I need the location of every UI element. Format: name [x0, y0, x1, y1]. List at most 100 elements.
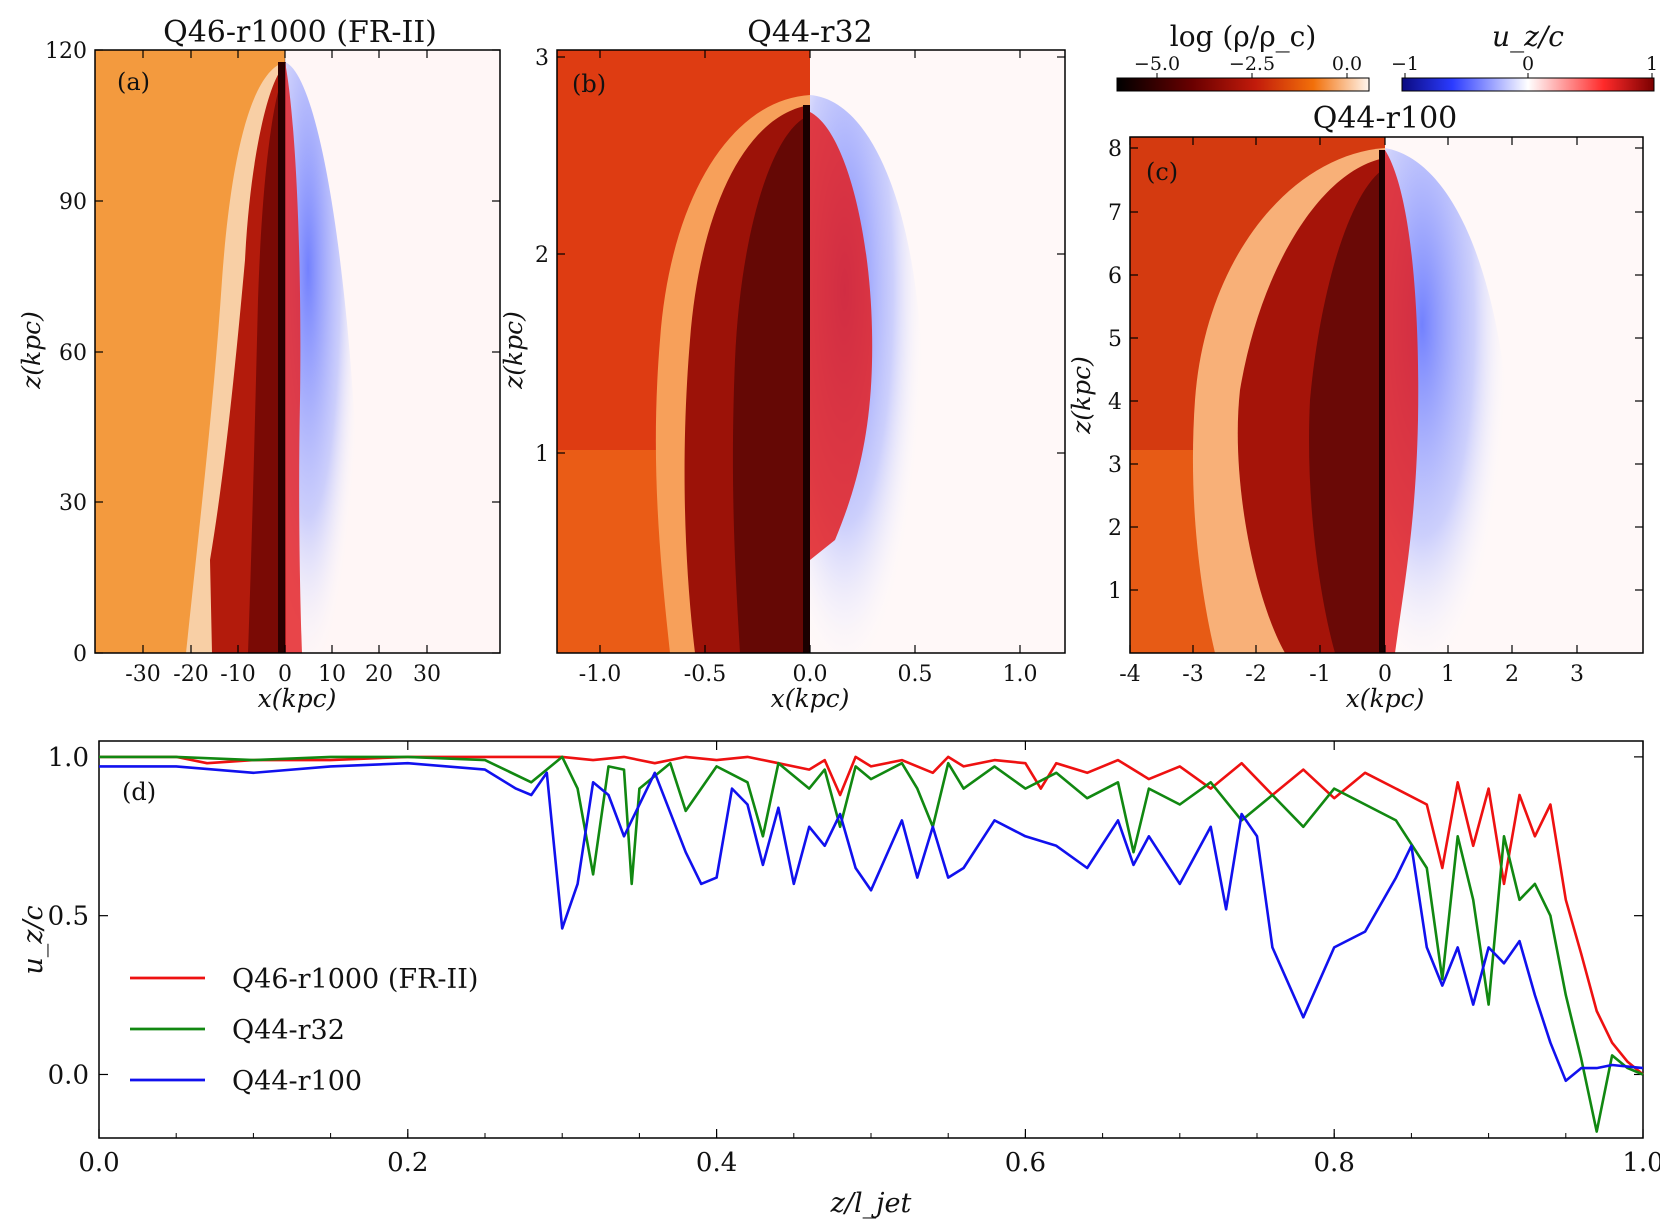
panel-d-tag: (d): [122, 778, 156, 806]
panel-a-title: Q46-r1000 (FR-II): [163, 15, 437, 50]
x-tick-label: -0.5: [684, 662, 726, 687]
panel-c-jet-velocity: [1385, 150, 1419, 653]
panel-c-ticks: -4 -3 -2 -1 0 1 2 3 1 2 3 4 5 6 7 8: [1108, 137, 1643, 687]
panel-b-tag: (b): [572, 70, 606, 98]
colorbar-density: log (ρ/ρ_c) −5.0 −2.5 0.0: [1116, 20, 1370, 92]
panel-a-xlabel: x(kpc): [258, 684, 337, 713]
x-tick-label: 0.2: [387, 1148, 428, 1178]
panel-c-cocoon-inner: [1309, 168, 1385, 653]
colorbar-tick-label: −1: [1391, 53, 1419, 75]
colorbar-tick-label: 0: [1522, 53, 1534, 75]
y-tick-label: 90: [59, 190, 87, 215]
x-tick-label: -10: [220, 662, 255, 687]
panel-b-cocoon-inner: [732, 115, 810, 653]
colorbar-density-strip: [1116, 77, 1370, 92]
panel-b-jet-spine: [803, 105, 810, 653]
panel-b-ylabel: z(kpc): [499, 311, 528, 390]
x-tick-label: -4: [1119, 662, 1140, 687]
panel-a-ylabel: z(kpc): [17, 311, 46, 390]
x-tick-label: 3: [1570, 662, 1584, 687]
panel-b-frame: [556, 49, 1066, 654]
colorbar-density-ticks: −5.0 −2.5 0.0: [1134, 53, 1362, 78]
legend-label: Q46-r1000 (FR-II): [232, 964, 478, 995]
panel-d-xlabel: z/l_jet: [830, 1188, 912, 1219]
colorbar-velocity-strip: [1401, 77, 1655, 92]
x-tick-label: 0.8: [1314, 1148, 1355, 1178]
y-tick-label: 1.0: [48, 743, 89, 773]
x-tick-label: 20: [365, 662, 393, 687]
panel-c-title: Q44-r100: [1313, 101, 1458, 136]
panel-d-legend: Q46-r1000 (FR-II) Q44-r32 Q44-r100: [130, 964, 478, 1097]
x-tick-label: -1.0: [579, 662, 621, 687]
x-tick-label: -20: [173, 662, 208, 687]
y-tick-label: 2: [1108, 516, 1122, 541]
legend-label: Q44-r100: [232, 1066, 362, 1097]
y-tick-label: 3: [1108, 453, 1122, 478]
y-tick-label: 3: [535, 46, 549, 71]
panel-a-ticks: -30 -20 -10 0 10 20 30 0 30 60 90 120: [45, 39, 500, 687]
x-tick-label: 0: [1378, 662, 1392, 687]
x-tick-label: -3: [1182, 662, 1203, 687]
colorbar-velocity-label: u_z/c: [1492, 20, 1564, 53]
panel-a-tag: (a): [117, 68, 150, 96]
x-tick-label: -1: [1309, 662, 1330, 687]
x-tick-label: 0.6: [1005, 1148, 1046, 1178]
panel-c-ylabel: z(kpc): [1067, 356, 1096, 435]
y-tick-label: 0: [73, 642, 87, 667]
x-tick-label: 30: [413, 662, 441, 687]
colorbar-velocity-ticks: −1 0 1: [1391, 53, 1658, 78]
x-tick-label: -2: [1245, 662, 1266, 687]
x-tick-label: 0: [278, 662, 292, 687]
x-tick-label: 0.5: [898, 662, 933, 687]
x-tick-label: 0.0: [793, 662, 828, 687]
series-line-2: [99, 761, 1644, 1083]
panel-a-velocity-cocoon: [285, 62, 362, 653]
panel-b-jet-velocity: [810, 112, 873, 560]
legend-label: Q44-r32: [232, 1015, 345, 1046]
y-tick-label: 1: [1108, 579, 1122, 604]
panel-b-xlabel: x(kpc): [771, 684, 850, 713]
x-tick-label: 1: [1441, 662, 1455, 687]
panel-c-jet-spine: [1379, 150, 1385, 653]
y-tick-label: 7: [1108, 201, 1122, 226]
y-tick-label: 120: [45, 39, 87, 64]
y-tick-label: 5: [1108, 327, 1122, 352]
panel-a-cocoon-inner: [248, 70, 285, 653]
panel-b-ticks: -1.0 -0.5 0.0 0.5 1.0 1 2 3: [535, 46, 1065, 687]
y-tick-label: 0.0: [48, 1060, 89, 1090]
panel-b-title: Q44-r32: [747, 15, 872, 50]
panel-d-ticks: 0.0 0.2 0.4 0.6 0.8 1.0 0.0 0.5 1.0: [48, 741, 1660, 1178]
panel-c-xlabel: x(kpc): [1346, 684, 1425, 713]
panel-c-frame: [1129, 136, 1644, 654]
x-tick-label: 0.4: [696, 1148, 737, 1178]
panel-d: 0.0 0.2 0.4 0.6 0.8 1.00.00.51.0 (d) z/l_jet …: [18, 740, 1660, 1219]
x-tick-label: 2: [1505, 662, 1519, 687]
y-tick-label: 4: [1108, 390, 1122, 415]
panel-a: -30 -20 -10 0 10 20 30 0 30 60 90 120 (a) Q46-r1000…: [17, 15, 501, 713]
panel-c-tag: (c): [1146, 158, 1178, 186]
y-tick-label: 1: [535, 442, 549, 467]
colorbar-tick-label: −5.0: [1134, 53, 1180, 75]
y-tick-label: 6: [1108, 264, 1122, 289]
panel-d-lines: [99, 755, 1644, 1133]
x-tick-label: 0.0: [78, 1148, 119, 1178]
colorbar-velocity: u_z/c −1 0 1: [1391, 20, 1658, 92]
panel-c-velocity-cocoon: [1385, 148, 1510, 653]
y-tick-label: 0.5: [48, 902, 89, 932]
colorbar-tick-label: −2.5: [1229, 53, 1275, 75]
x-tick-label: 1.0: [1622, 1148, 1660, 1178]
colorbar-tick-label: 1: [1646, 53, 1658, 75]
panel-c: -4 -3 -2 -1 0 1 2 3 1 2 3 4 5 6 7 8 (c) Q44-r100 x(kpc)…: [1067, 101, 1644, 713]
y-tick-label: 8: [1108, 137, 1122, 162]
panel-d-ylabel: u_z/c: [18, 905, 49, 974]
y-tick-label: 30: [59, 491, 87, 516]
x-tick-label: 10: [318, 662, 346, 687]
colorbar-tick-label: 0.0: [1332, 53, 1362, 75]
colorbar-density-label: log (ρ/ρ_c): [1170, 20, 1317, 53]
panel-a-jet-velocity: [285, 62, 302, 653]
series-line-1: [99, 755, 1644, 1133]
y-tick-label: 2: [535, 243, 549, 268]
x-tick-label: -30: [125, 662, 160, 687]
